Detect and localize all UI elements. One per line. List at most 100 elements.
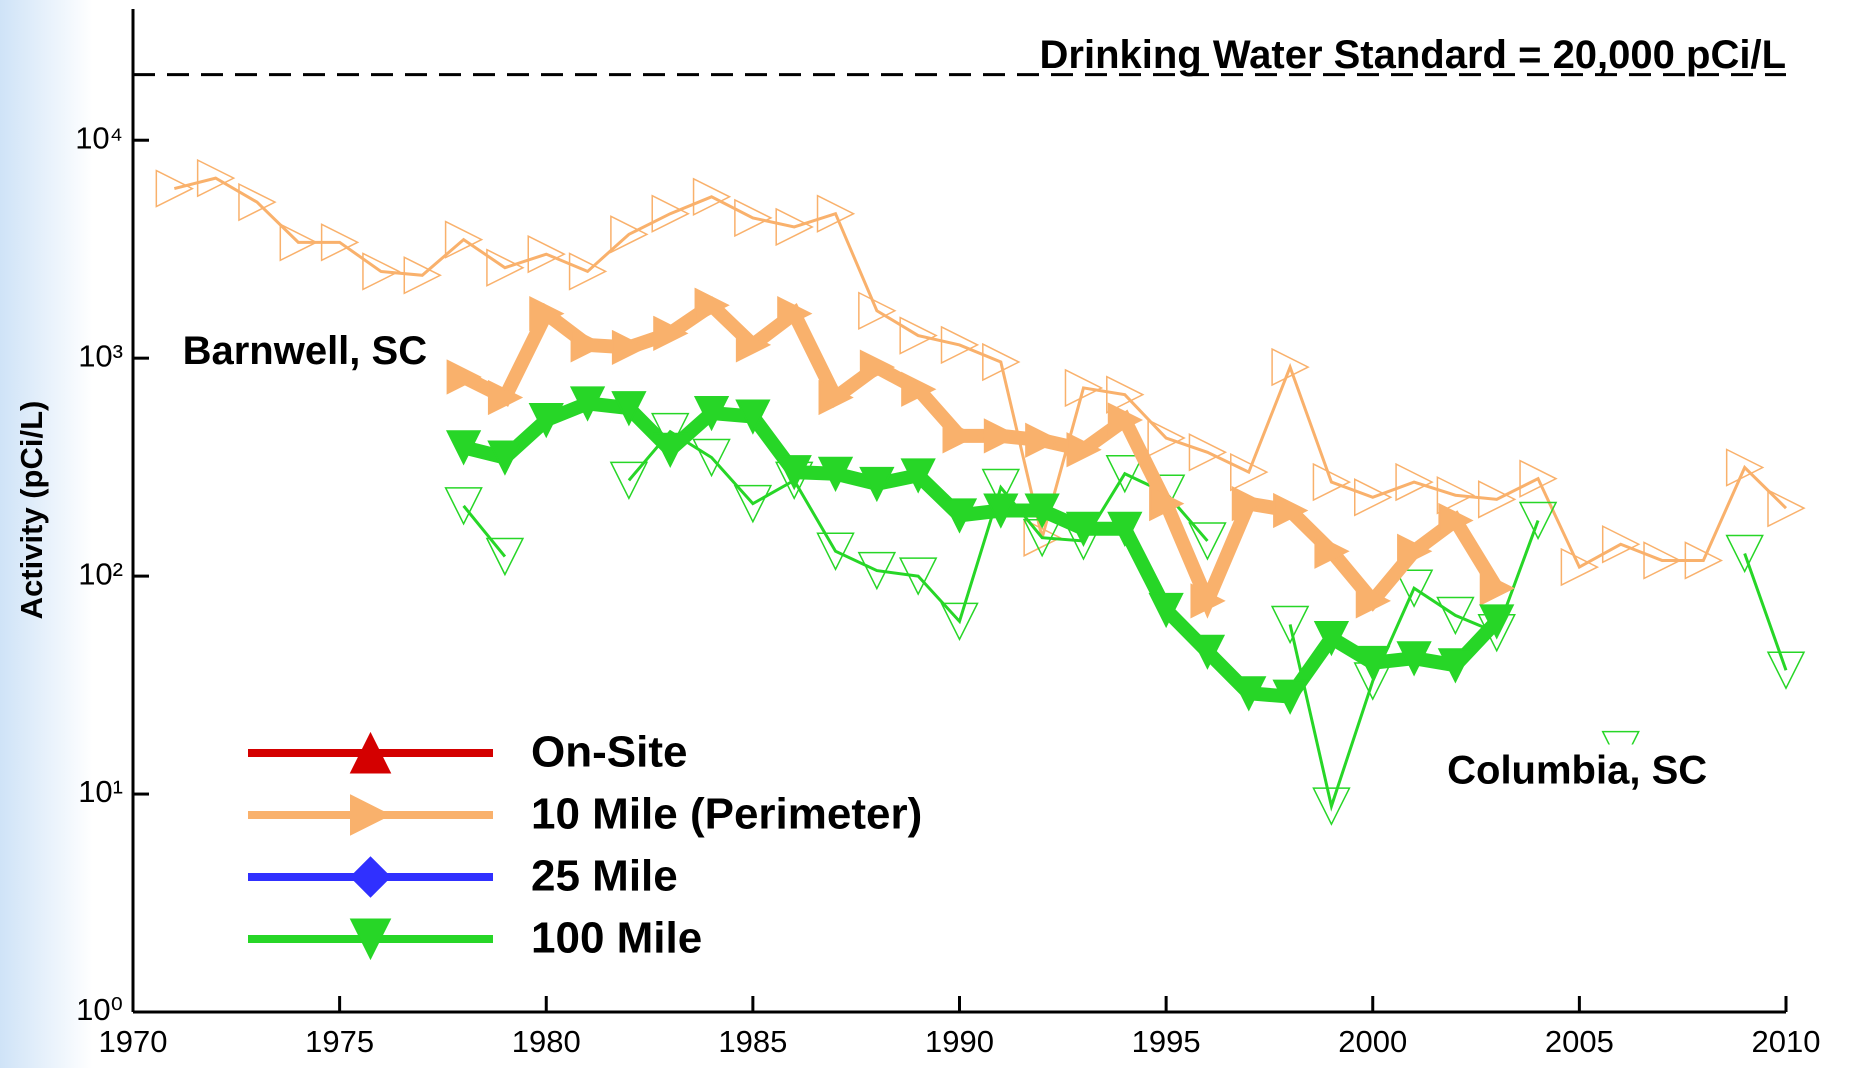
legend-label: On-Site [531, 728, 687, 777]
data-point [1355, 583, 1391, 619]
data-point [982, 342, 1021, 382]
data-point [155, 169, 195, 208]
data-point [1107, 402, 1144, 438]
data-point [1148, 592, 1184, 629]
data-point [445, 430, 482, 466]
data-point [651, 194, 690, 233]
data-point [1313, 621, 1350, 657]
data-point [775, 207, 814, 247]
data-point [444, 487, 483, 526]
data-point [569, 386, 606, 422]
data-point [983, 493, 1019, 529]
data-point [859, 466, 895, 503]
x-tick-label: 2000 [1338, 1024, 1407, 1059]
y-tick-label: 10¹ [78, 774, 123, 809]
data-point [858, 291, 897, 330]
data-point [1065, 511, 1102, 547]
data-point [981, 468, 1021, 508]
data-point [899, 316, 938, 355]
data-point [609, 461, 649, 501]
data-point [1396, 641, 1432, 677]
data-point [898, 557, 938, 596]
data-point [1479, 570, 1515, 606]
data-point [1601, 525, 1641, 564]
legend-marker [349, 856, 392, 898]
data-point [859, 349, 896, 385]
data-point [529, 296, 565, 332]
y-tick-label: 10³ [78, 338, 123, 373]
data-point [1397, 533, 1433, 569]
data-point [1643, 541, 1682, 580]
data-point [1436, 476, 1476, 515]
data-point [1231, 486, 1268, 522]
data-point [568, 252, 608, 291]
data-point [1355, 645, 1391, 682]
annotation: Barnwell, SC [183, 329, 428, 373]
data-point [940, 325, 980, 365]
data-point [1479, 604, 1515, 640]
data-point [1270, 605, 1310, 645]
data-point [279, 223, 318, 262]
data-point [693, 396, 730, 432]
data-point [652, 432, 688, 468]
legend-marker [349, 731, 392, 774]
data-point [692, 438, 731, 478]
legend-label: 25 Mile [531, 852, 678, 901]
data-point [1024, 493, 1060, 529]
data-point [735, 399, 771, 435]
data-point [1354, 478, 1393, 517]
x-tick-label: 1975 [305, 1024, 374, 1059]
data-point [816, 194, 856, 233]
data-point [1147, 418, 1186, 458]
x-tick-label: 1990 [925, 1024, 994, 1059]
legend-label: 100 Mile [531, 914, 702, 963]
data-point [777, 296, 813, 332]
data-point [487, 379, 524, 416]
data-point [734, 198, 773, 238]
legend-label: 10 Mile (Perimeter) [531, 790, 922, 839]
series-line [173, 176, 1788, 570]
data-point [653, 315, 689, 351]
annotation-backdrop [1439, 744, 1716, 797]
data-point [1105, 454, 1145, 494]
data-point [238, 182, 277, 222]
x-tick-label: 1970 [99, 1024, 168, 1059]
data-point [1107, 511, 1143, 547]
data-point [735, 327, 772, 363]
legend-marker [350, 794, 392, 836]
data-point [1189, 634, 1226, 670]
data-point [1436, 596, 1475, 636]
data-point [776, 455, 812, 491]
data-point [1725, 448, 1765, 487]
data-point [940, 602, 979, 642]
data-point [1230, 452, 1269, 492]
data-point [487, 440, 523, 476]
y-tick-label: 10² [78, 556, 123, 591]
x-tick-label: 1995 [1132, 1024, 1201, 1059]
series-line [461, 396, 1502, 704]
data-point [1066, 432, 1102, 468]
annotation-backdrop [174, 325, 436, 378]
data-point [570, 327, 606, 363]
data-point [983, 418, 1020, 454]
data-point [403, 256, 442, 295]
data-point [1190, 583, 1226, 619]
data-point [1273, 492, 1309, 529]
data-point [611, 391, 647, 427]
data-point [1272, 679, 1308, 715]
data-point [1025, 422, 1061, 458]
reference-label: Drinking Water Standard = 20,000 pCi/L [1040, 33, 1786, 77]
data-point [733, 484, 773, 524]
x-tick-label: 1980 [512, 1024, 581, 1059]
series-line [462, 429, 1788, 812]
data-point [196, 158, 236, 198]
data-point [444, 220, 484, 259]
data-point [1188, 433, 1228, 472]
data-point [1518, 501, 1558, 541]
data-point [1312, 787, 1351, 826]
data-point [694, 287, 730, 323]
y-axis-label: Activity (pCi/L) [14, 401, 49, 620]
data-point [1767, 488, 1806, 528]
data-point [1064, 368, 1104, 408]
